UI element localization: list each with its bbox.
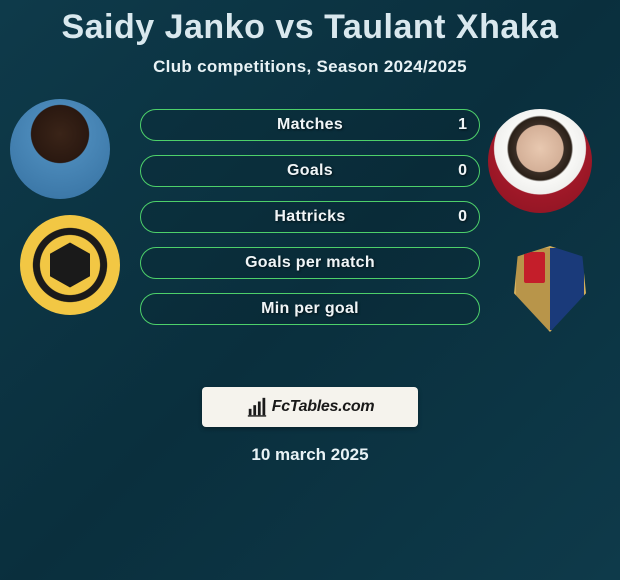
- stat-label: Goals: [287, 162, 333, 180]
- player-right-face-icon: [488, 109, 592, 213]
- stat-row-matches: Matches 1: [140, 109, 480, 141]
- stat-value: 0: [458, 162, 467, 180]
- stat-label: Hattricks: [274, 208, 345, 226]
- stat-row-goals-per-match: Goals per match: [140, 247, 480, 279]
- site-attribution-badge: FcTables.com: [202, 387, 418, 427]
- club-left-badge: [20, 215, 120, 315]
- season-subtitle: Club competitions, Season 2024/2025: [0, 57, 620, 77]
- page-title: Saidy Janko vs Taulant Xhaka: [0, 0, 620, 47]
- club-right-badge: [500, 239, 600, 339]
- stats-list: Matches 1 Goals 0 Hattricks 0 Goals per …: [140, 109, 480, 339]
- stat-label: Goals per match: [245, 254, 375, 272]
- stat-value: 1: [458, 116, 467, 134]
- player-left-face-icon: [10, 99, 110, 199]
- stat-row-goals: Goals 0: [140, 155, 480, 187]
- comparison-area: Matches 1 Goals 0 Hattricks 0 Goals per …: [0, 109, 620, 369]
- stat-value: 0: [458, 208, 467, 226]
- stat-row-hattricks: Hattricks 0: [140, 201, 480, 233]
- footer-date: 10 march 2025: [0, 445, 620, 465]
- player-left-avatar: [10, 99, 110, 199]
- stat-label: Matches: [277, 116, 343, 134]
- bar-chart-icon: [246, 396, 268, 418]
- site-name: FcTables.com: [272, 398, 375, 416]
- player-right-avatar: [488, 109, 592, 213]
- stat-row-min-per-goal: Min per goal: [140, 293, 480, 325]
- stat-label: Min per goal: [261, 300, 359, 318]
- fc-basel-crest-icon: [500, 239, 600, 339]
- young-boys-crest-icon: [20, 215, 120, 315]
